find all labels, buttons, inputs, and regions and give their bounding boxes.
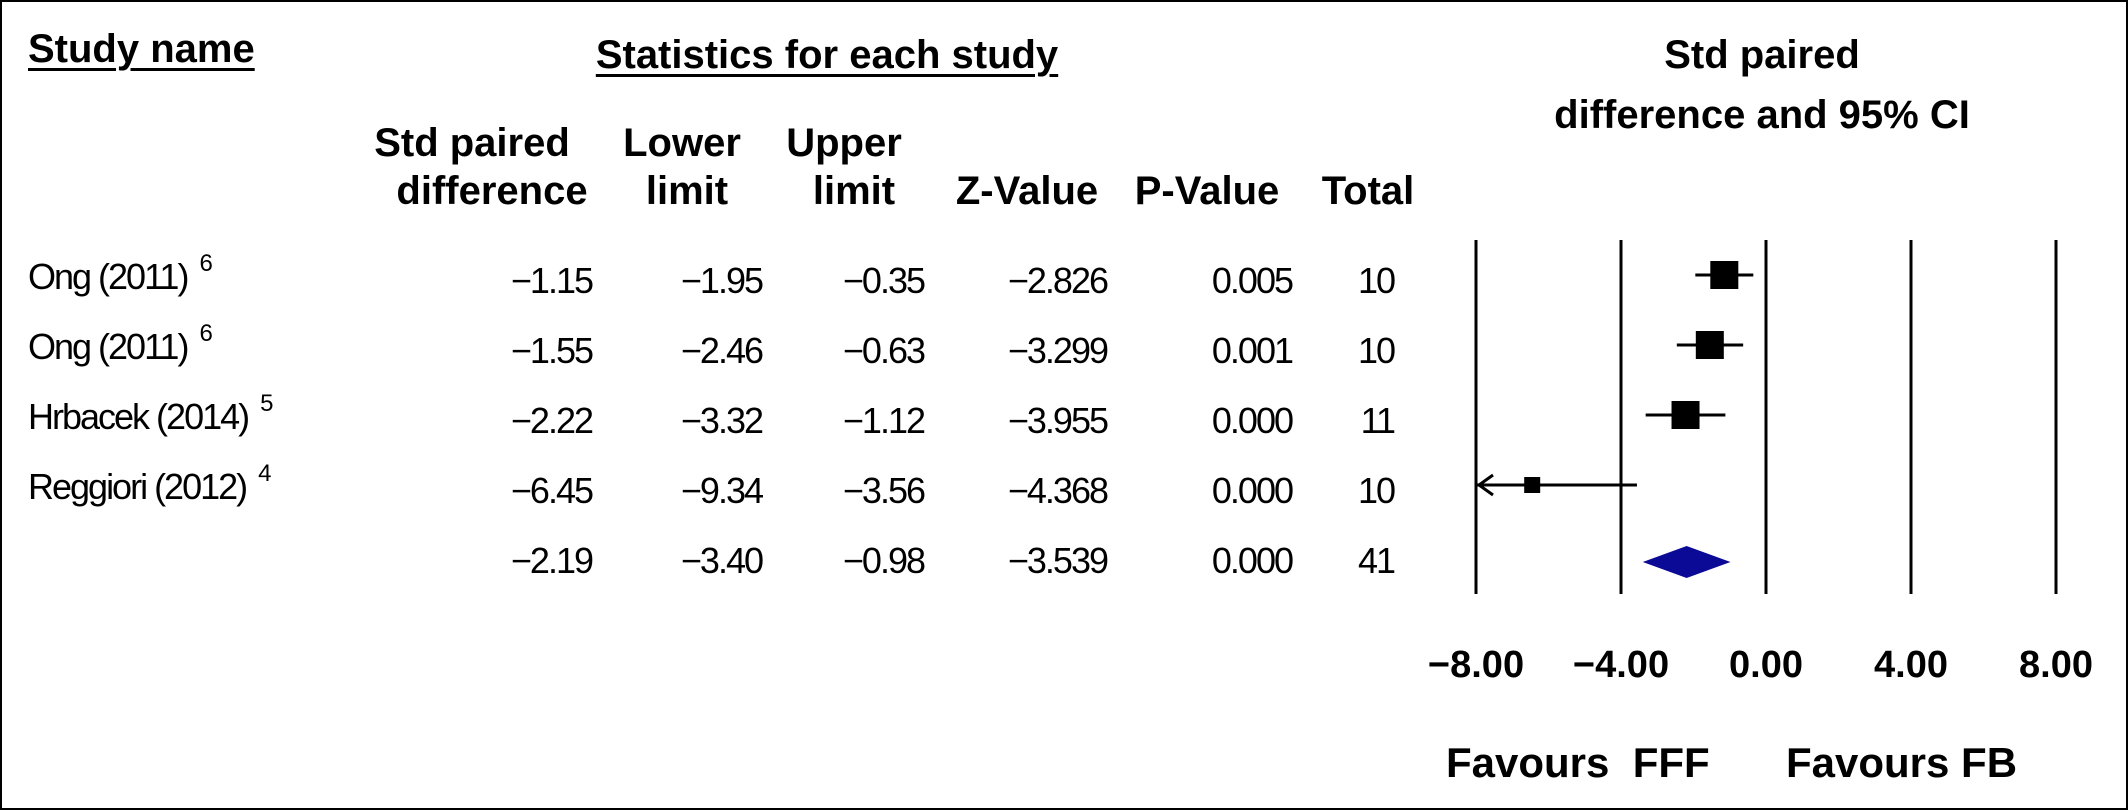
- cell-lower: −3.32: [680, 400, 764, 441]
- favours-left-label: Favours FFF: [1446, 739, 1710, 786]
- cell-lower: −1.95: [680, 260, 764, 301]
- effect-marker: [1695, 331, 1724, 359]
- summary-total: 41: [1357, 540, 1396, 581]
- cell-p: 0.000: [1211, 470, 1294, 511]
- study-name: Reggiori (2012): [28, 466, 248, 507]
- cell-effect: −1.15: [510, 260, 594, 301]
- col-lower-header-line1: Lower: [623, 121, 741, 165]
- axis-tick-label: 8.00: [2019, 644, 2093, 686]
- cell-p: 0.001: [1211, 330, 1294, 371]
- cell-lower: −2.46: [680, 330, 764, 371]
- cell-total: 11: [1360, 400, 1396, 441]
- study-label: Hrbacek (2014) 5: [28, 390, 273, 438]
- summary-upper: −0.98: [842, 540, 926, 581]
- cell-p: 0.000: [1211, 400, 1294, 441]
- study-name: Ong (2011): [28, 256, 189, 297]
- axis-tick-label: 0.00: [1729, 644, 1803, 686]
- summary-effect: −2.19: [510, 540, 594, 581]
- summary-z: −3.539: [1007, 540, 1109, 581]
- col-lower-header-line2: limit: [645, 169, 729, 213]
- study-ref: 4: [258, 460, 272, 487]
- cell-upper: −3.56: [842, 470, 926, 511]
- col-total-header: Total: [1321, 169, 1415, 213]
- cell-z: −3.299: [1007, 330, 1109, 371]
- col-effect-header-line1: Std paired: [374, 121, 570, 165]
- axis-tick-label: 4.00: [1874, 644, 1948, 686]
- study-ref: 6: [199, 250, 213, 277]
- cell-effect: −6.45: [510, 470, 594, 511]
- effect-marker: [1671, 401, 1700, 429]
- col-effect-header-line2: difference: [396, 169, 588, 213]
- cell-z: −3.955: [1007, 400, 1109, 441]
- axis-tick-label: −4.00: [1572, 644, 1670, 686]
- effect-marker: [1710, 261, 1739, 289]
- study-label: Reggiori (2012) 4: [28, 460, 272, 508]
- truncation-arrow: [1476, 473, 1494, 497]
- statistics-header: Statistics for each study: [595, 33, 1059, 77]
- cell-p: 0.005: [1211, 260, 1294, 301]
- study-name-header: Study name: [28, 27, 255, 71]
- plot-title-line1: Std paired: [1664, 33, 1860, 77]
- study-label: Ong (2011) 6: [28, 250, 213, 298]
- study-name: Ong (2011): [28, 326, 189, 367]
- col-z-header: Z-Value: [955, 169, 1099, 213]
- study-name: Hrbacek (2014): [28, 396, 250, 437]
- favours-right-label: Favours FB: [1786, 739, 2018, 786]
- axis-tick-label: −8.00: [1427, 644, 1525, 686]
- study-ref: 5: [260, 390, 274, 417]
- cell-effect: −1.55: [510, 330, 594, 371]
- cell-total: 10: [1357, 470, 1396, 511]
- cell-total: 10: [1357, 330, 1396, 371]
- summary-lower: −3.40: [680, 540, 764, 581]
- col-upper-header-line1: Upper: [786, 121, 902, 165]
- cell-lower: −9.34: [680, 470, 764, 511]
- plot-title-line2: difference and 95% CI: [1554, 93, 1970, 137]
- summary-p: 0.000: [1211, 540, 1294, 581]
- cell-upper: −0.63: [842, 330, 926, 371]
- summary-diamond: [1642, 546, 1731, 578]
- col-p-header: P-Value: [1134, 169, 1280, 213]
- cell-z: −2.826: [1007, 260, 1109, 301]
- cell-upper: −1.12: [842, 400, 926, 441]
- cell-effect: −2.22: [510, 400, 594, 441]
- study-ref: 6: [199, 320, 213, 347]
- effect-marker: [1524, 477, 1541, 493]
- cell-total: 10: [1357, 260, 1396, 301]
- col-upper-header-line2: limit: [812, 169, 896, 213]
- cell-z: −4.368: [1007, 470, 1109, 511]
- study-label: Ong (2011) 6: [28, 320, 213, 368]
- cell-upper: −0.35: [842, 260, 926, 301]
